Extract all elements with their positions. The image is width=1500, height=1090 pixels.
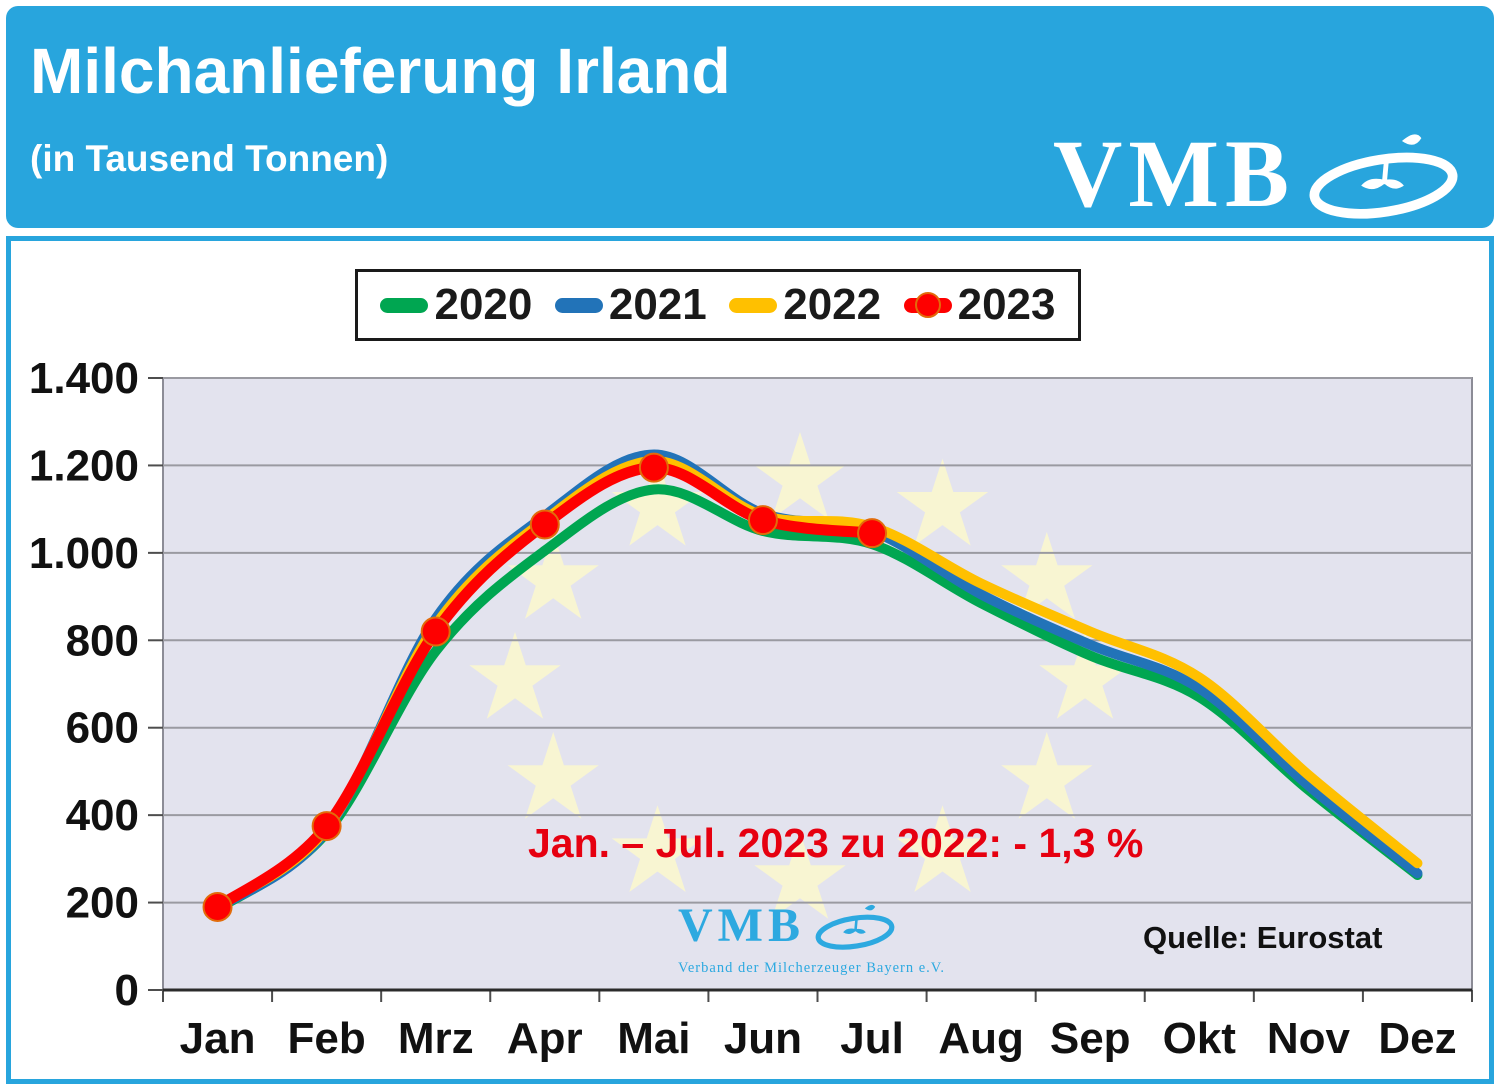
vmb-logo-text: VMB (1053, 120, 1295, 227)
legend-swatch-2022 (729, 297, 778, 313)
page-title: Milchanlieferung Irland (30, 35, 731, 107)
svg-text:Jan: Jan (180, 1014, 256, 1063)
legend-label-2021: 2021 (608, 280, 707, 329)
svg-text:Aug: Aug (938, 1014, 1024, 1063)
header-banner: Milchanlieferung Irland (in Tausend Tonn… (6, 6, 1494, 228)
svg-text:1.000: 1.000 (29, 529, 139, 578)
svg-text:Mai: Mai (617, 1014, 690, 1063)
svg-text:Sep: Sep (1050, 1014, 1131, 1063)
svg-text:600: 600 (66, 704, 139, 753)
svg-text:Okt: Okt (1163, 1014, 1237, 1063)
vmb-watermark-text: VMB (678, 899, 805, 952)
legend-swatch-2020 (380, 297, 429, 313)
svg-text:200: 200 (66, 879, 139, 928)
legend-item-2023: 2023 (903, 280, 1056, 330)
milk-drop-ellipse-icon (1309, 134, 1458, 219)
source-credit: Quelle: Eurostat (1143, 920, 1383, 955)
vmb-logo: VMB (1053, 114, 1466, 234)
legend-item-2020: 2020 (380, 280, 532, 330)
page-subtitle: (in Tausend Tonnen) (30, 138, 389, 179)
legend-item-2021: 2021 (554, 280, 707, 330)
svg-text:1.200: 1.200 (29, 441, 139, 490)
svg-text:Nov: Nov (1267, 1014, 1351, 1063)
milk-drop-ellipse-icon (815, 904, 895, 950)
svg-text:Feb: Feb (288, 1014, 366, 1063)
svg-text:800: 800 (66, 616, 139, 665)
comparison-annotation: Jan. – Jul. 2023 zu 2022: - 1,3 % (528, 820, 1144, 866)
legend-label-2022: 2022 (783, 280, 882, 329)
vmb-watermark: VMB Verband der Milcherzeuger Bayern e.V… (678, 895, 945, 977)
svg-text:Jul: Jul (840, 1014, 904, 1063)
svg-text:Jun: Jun (724, 1014, 802, 1063)
legend-item-2022: 2022 (729, 280, 881, 330)
legend-swatch-2023 (903, 292, 952, 318)
legend-label-2023: 2023 (957, 280, 1056, 329)
legend-label-2020: 2020 (434, 280, 533, 329)
legend-swatch-2021 (554, 297, 603, 313)
vmb-watermark-subtext: Verband der Milcherzeuger Bayern e.V. (678, 960, 946, 976)
svg-text:1.400: 1.400 (29, 354, 139, 403)
svg-text:0: 0 (115, 966, 139, 1015)
svg-text:400: 400 (66, 791, 139, 840)
svg-text:Apr: Apr (507, 1014, 583, 1063)
chart-legend: 2020 2021 2022 2023 (355, 269, 1081, 341)
legend-marker-dot-2023 (914, 292, 941, 318)
svg-text:Dez: Dez (1378, 1014, 1456, 1063)
svg-text:Mrz: Mrz (398, 1014, 474, 1063)
